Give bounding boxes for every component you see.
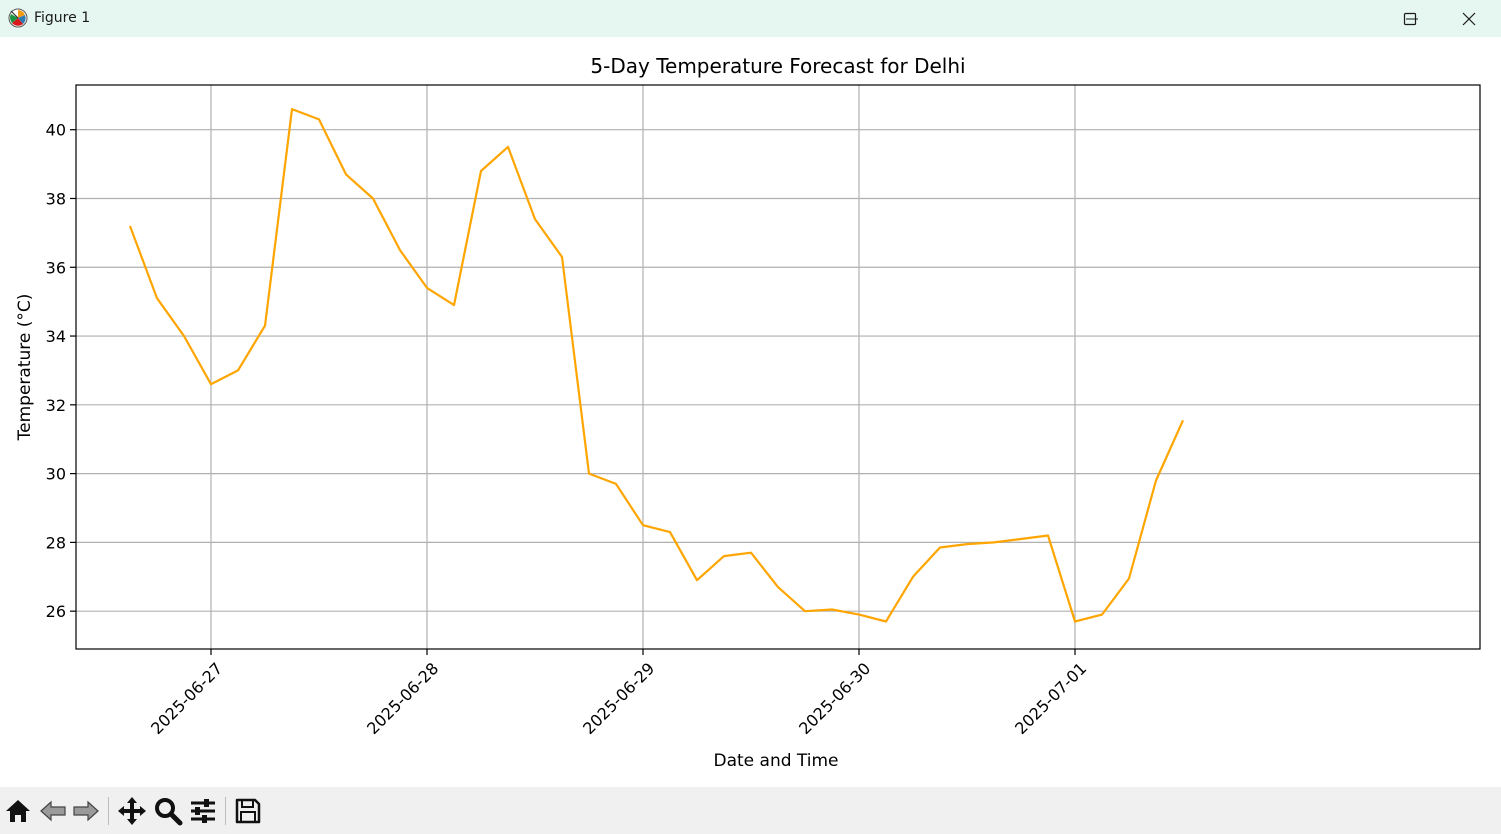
forward-arrow-icon — [73, 800, 99, 822]
maximize-icon — [1403, 12, 1417, 25]
configure-subplots-button[interactable] — [187, 795, 219, 827]
axes-frame — [75, 84, 1481, 650]
navigation-toolbar — [0, 787, 1501, 834]
line-chart: 26 28 30 32 34 36 38 40 2025-06-27 2025-06-28 2025… — [15, 54, 1481, 771]
plot-canvas[interactable]: 26 28 30 32 34 36 38 40 2025-06-27 2025-06-28 2025… — [0, 37, 1501, 787]
close-button[interactable] — [1440, 0, 1498, 37]
series-line-0 — [128, 107, 1185, 623]
back-button[interactable] — [37, 795, 69, 827]
y-tick-label: 32 — [46, 396, 66, 415]
axis-ticks: 26 28 30 32 34 36 38 40 2025-06-27 2025-06-28 2025… — [46, 121, 1091, 738]
grid-lines — [76, 85, 1480, 649]
toolbar-separator — [108, 797, 109, 825]
y-tick-label: 38 — [46, 189, 66, 208]
y-tick-label: 28 — [46, 533, 66, 552]
y-tick-label: 36 — [46, 258, 66, 277]
save-floppy-icon — [235, 798, 261, 824]
y-tick-label: 40 — [46, 121, 66, 140]
x-tick-label: 2025-06-28 — [363, 659, 442, 738]
zoom-magnifier-icon — [155, 798, 183, 826]
toolbar-separator — [225, 797, 226, 825]
matplotlib-logo-icon — [8, 8, 28, 28]
y-tick-label: 30 — [46, 465, 66, 484]
save-button[interactable] — [232, 795, 264, 827]
back-arrow-icon — [40, 800, 66, 822]
maximize-button[interactable] — [1381, 0, 1439, 37]
configure-subplots-icon — [191, 799, 215, 823]
title-bar: Figure 1 — [0, 0, 1501, 37]
x-tick-label: 2025-06-29 — [579, 659, 658, 738]
pan-button[interactable] — [116, 795, 148, 827]
close-icon — [1462, 12, 1476, 25]
y-axis-label: Temperature (°C) — [15, 294, 35, 442]
window-title: Figure 1 — [34, 10, 91, 26]
forward-button[interactable] — [70, 795, 102, 827]
x-tick-label: 2025-07-01 — [1011, 659, 1090, 738]
x-tick-label: 2025-06-30 — [795, 659, 874, 738]
pan-move-icon — [118, 797, 146, 825]
x-axis-label: Date and Time — [713, 751, 838, 771]
y-tick-label: 26 — [46, 602, 66, 621]
home-icon — [6, 800, 30, 822]
series-layer — [128, 107, 1185, 623]
home-button[interactable] — [2, 795, 34, 827]
x-tick-label: 2025-06-27 — [147, 659, 226, 738]
zoom-button[interactable] — [152, 795, 184, 827]
y-tick-label: 34 — [46, 327, 66, 346]
chart-title: 5-Day Temperature Forecast for Delhi — [590, 54, 965, 78]
